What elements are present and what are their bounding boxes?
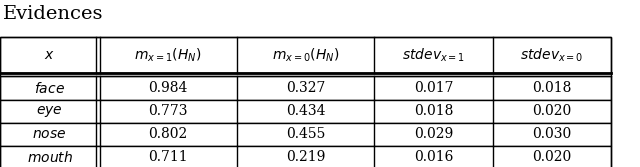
Text: 0.030: 0.030	[532, 127, 572, 141]
Text: 0.018: 0.018	[532, 81, 572, 95]
Text: 0.773: 0.773	[148, 104, 188, 118]
Text: 0.016: 0.016	[414, 150, 453, 164]
Text: 0.020: 0.020	[532, 104, 572, 118]
Text: 0.020: 0.020	[532, 150, 572, 164]
Text: 0.711: 0.711	[148, 150, 188, 164]
Bar	[0, 37, 611, 73]
Text: 0.327: 0.327	[286, 81, 325, 95]
Text: 0.984: 0.984	[148, 81, 188, 95]
Text: $eye$: $eye$	[36, 104, 63, 119]
Text: $face$: $face$	[34, 80, 65, 96]
Text: $nose$: $nose$	[33, 127, 67, 141]
Text: $m_{x=1}(H_N)$: $m_{x=1}(H_N)$	[134, 46, 202, 64]
Text: 0.017: 0.017	[414, 81, 453, 95]
Text: 0.219: 0.219	[286, 150, 325, 164]
Text: $stdev_{x=1}$: $stdev_{x=1}$	[402, 46, 465, 64]
Bar	[0, 123, 611, 146]
Text: 0.455: 0.455	[286, 127, 325, 141]
Bar	[0, 100, 611, 123]
Text: $mouth$: $mouth$	[26, 150, 73, 165]
Text: 0.434: 0.434	[286, 104, 325, 118]
Bar	[0, 146, 611, 167]
Text: Evidences: Evidences	[3, 5, 104, 23]
Text: $m_{x=0}(H_N)$: $m_{x=0}(H_N)$	[272, 46, 339, 64]
Text: $stdev_{x=0}$: $stdev_{x=0}$	[520, 46, 584, 64]
Bar	[0, 76, 611, 100]
Text: 0.029: 0.029	[414, 127, 453, 141]
Text: 0.802: 0.802	[148, 127, 188, 141]
Text: 0.018: 0.018	[414, 104, 453, 118]
Text: $x$: $x$	[44, 48, 55, 62]
